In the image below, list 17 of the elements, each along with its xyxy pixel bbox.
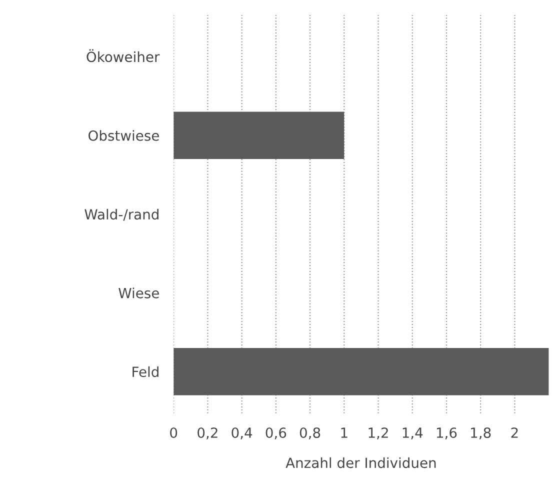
x-axis-title: Anzahl der Individuen <box>286 457 436 468</box>
y-tick-label: Wald-/rand <box>84 208 158 221</box>
x-tick-label: 1,4 <box>402 428 423 440</box>
x-tick-label: 0 <box>170 427 178 438</box>
y-tick-label: Ökoweiher <box>86 49 160 62</box>
x-tick-label: 0,6 <box>266 427 286 440</box>
y-tick-label: Obstwiese <box>88 130 159 141</box>
x-tick-label: 1,2 <box>368 427 388 440</box>
x-tick-label: 0,8 <box>300 427 320 440</box>
x-tick-label: 1,8 <box>471 427 491 440</box>
x-tick-label: 0,2 <box>198 427 218 440</box>
x-tick-label: 2 <box>511 427 518 438</box>
x-tick-label: 1,6 <box>436 427 457 440</box>
x-tick-label: 1 <box>341 428 348 438</box>
y-tick-label: Feld <box>132 366 158 378</box>
y-tick-label: Wiese <box>118 288 159 298</box>
x-tick-label: 0,4 <box>232 427 252 440</box>
